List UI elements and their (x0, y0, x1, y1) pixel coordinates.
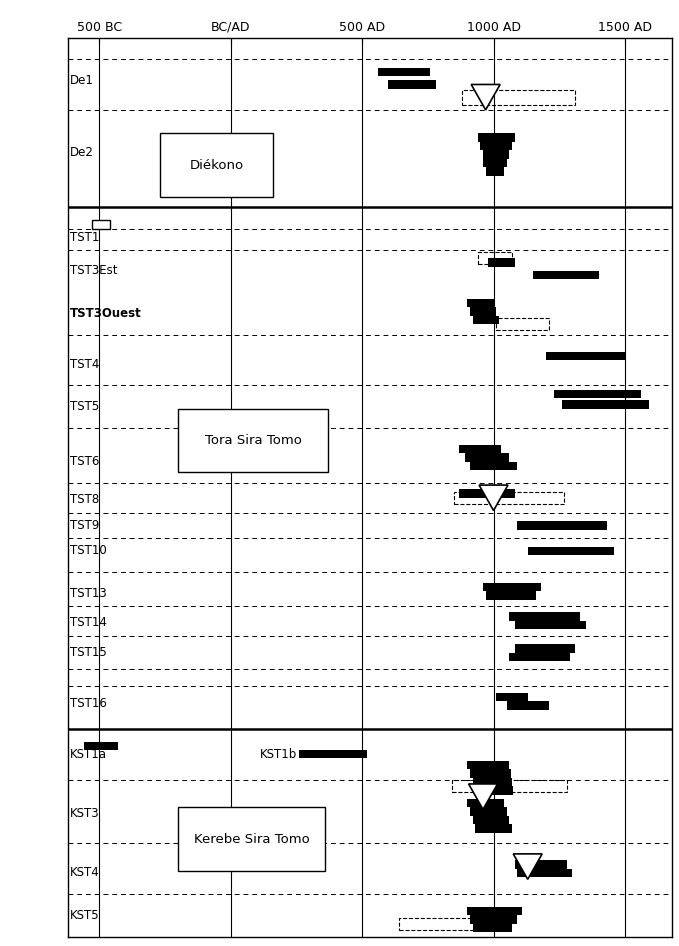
Text: TST9: TST9 (70, 518, 99, 532)
Bar (467, 299, 494, 307)
Bar (470, 916, 517, 924)
Bar (485, 167, 504, 176)
Text: TST1: TST1 (70, 231, 99, 243)
Text: TST15: TST15 (70, 646, 107, 659)
Text: TST13: TST13 (70, 587, 107, 600)
Text: TST14: TST14 (70, 617, 107, 629)
Bar (496, 692, 528, 701)
Polygon shape (471, 84, 500, 110)
Text: KST1b: KST1b (259, 747, 297, 761)
Bar (509, 653, 570, 661)
Text: TST10: TST10 (70, 544, 107, 557)
Bar (517, 521, 606, 530)
Text: Tora Sira Tomo: Tora Sira Tomo (204, 434, 301, 447)
Text: TST6: TST6 (70, 455, 99, 468)
Bar (470, 769, 511, 778)
Bar (515, 621, 585, 629)
Text: TST16: TST16 (70, 697, 107, 710)
Bar (528, 547, 614, 555)
Bar (179, 409, 328, 472)
Bar (467, 761, 509, 769)
Bar (478, 253, 512, 264)
Bar (517, 868, 572, 877)
Bar (92, 220, 110, 229)
Bar (488, 258, 515, 267)
Bar (84, 742, 118, 750)
Bar (507, 701, 549, 710)
Bar (546, 352, 625, 360)
Bar (462, 90, 575, 105)
Text: KST4: KST4 (70, 867, 100, 880)
Bar (481, 142, 512, 150)
Text: KST1a: KST1a (70, 747, 107, 761)
Bar (454, 492, 564, 503)
Bar (299, 750, 367, 759)
Polygon shape (513, 854, 542, 880)
Text: TST4: TST4 (70, 358, 99, 371)
Bar (470, 807, 507, 815)
Bar (470, 462, 517, 470)
Text: KST3: KST3 (70, 807, 100, 820)
Text: Diékono: Diékono (189, 159, 243, 171)
Bar (483, 150, 509, 159)
Polygon shape (479, 485, 508, 511)
Bar (483, 583, 541, 591)
Bar (509, 612, 581, 621)
Bar (460, 489, 515, 498)
Text: KST5: KST5 (70, 909, 100, 921)
Bar (515, 860, 567, 868)
Bar (452, 780, 567, 792)
Bar (473, 924, 512, 933)
Bar (515, 644, 575, 653)
Polygon shape (469, 784, 498, 810)
Bar (483, 159, 507, 167)
Bar (473, 316, 499, 324)
Bar (464, 453, 509, 462)
Bar (496, 318, 549, 330)
Text: De1: De1 (70, 74, 94, 87)
Bar (179, 807, 325, 871)
Bar (378, 67, 430, 76)
Bar (473, 815, 509, 824)
Text: Kerebe Sira Tomo: Kerebe Sira Tomo (194, 832, 310, 846)
Bar (467, 907, 522, 916)
Bar (562, 400, 648, 409)
Bar (473, 778, 512, 786)
Bar (533, 271, 599, 279)
Bar (388, 80, 436, 89)
Bar (554, 390, 641, 398)
Text: TST3Ouest: TST3Ouest (70, 307, 142, 320)
Bar (460, 445, 501, 453)
Bar (160, 133, 273, 197)
Text: TST3Est: TST3Est (70, 265, 117, 277)
Bar (467, 798, 504, 807)
Bar (470, 307, 496, 316)
Bar (478, 133, 515, 142)
Bar (485, 591, 536, 600)
Bar (399, 918, 494, 930)
Text: TST8: TST8 (70, 494, 99, 506)
Bar (475, 824, 512, 832)
Bar (475, 786, 513, 795)
Text: De2: De2 (70, 146, 94, 159)
Text: TST5: TST5 (70, 400, 99, 413)
